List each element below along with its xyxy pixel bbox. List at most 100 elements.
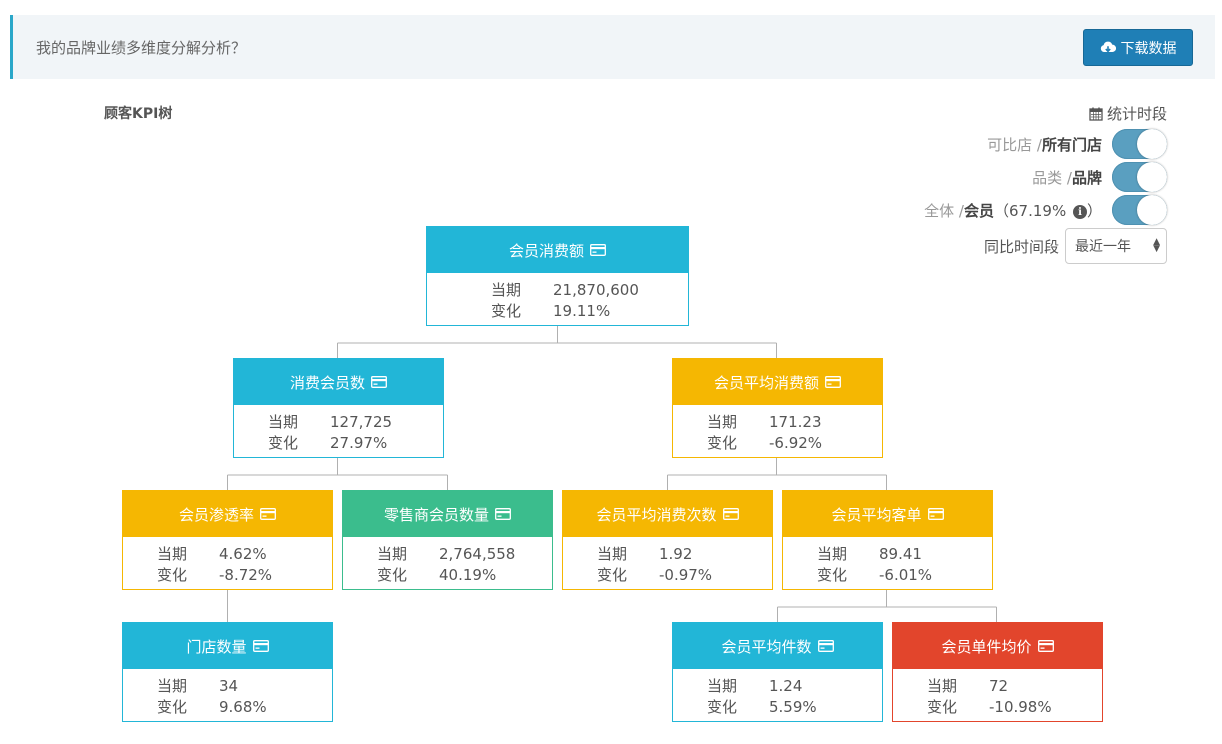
current-label: 当期 bbox=[490, 281, 521, 299]
current-value: 4.62% bbox=[219, 545, 267, 563]
current-label: 当期 bbox=[926, 677, 957, 695]
kpi-node-retailer-members[interactable]: 零售商会员数量 当期 2,764,558 变化 40.19% bbox=[342, 490, 553, 590]
change-value: 19.11% bbox=[553, 302, 611, 320]
change-label: 变化 bbox=[267, 434, 298, 452]
kpi-node-header[interactable]: 会员渗透率 bbox=[123, 491, 332, 537]
change-value: -8.72% bbox=[219, 566, 273, 584]
change-value: 5.59% bbox=[769, 698, 817, 716]
change-label: 变化 bbox=[816, 566, 847, 584]
current-value: 34 bbox=[219, 677, 239, 695]
current-label: 当期 bbox=[267, 413, 298, 431]
credit-card-icon bbox=[252, 640, 269, 652]
dimension-toggle[interactable] bbox=[1112, 162, 1167, 192]
kpi-node-header[interactable]: 会员平均消费额 bbox=[673, 359, 882, 405]
page-question-title: 我的品牌业绩多维度分解分析？ bbox=[36, 39, 247, 57]
current-value: 1.24 bbox=[769, 677, 803, 695]
page-header: 我的品牌业绩多维度分解分析？ 下载数据 bbox=[10, 15, 1215, 79]
kpi-node-header[interactable]: 会员平均件数 bbox=[673, 623, 882, 669]
period-header: 统计时段 bbox=[1089, 103, 1167, 124]
kpi-node-avg-visits[interactable]: 会员平均消费次数 当期 1.92 变化 -0.97% bbox=[562, 490, 773, 590]
change-value: 9.68% bbox=[219, 698, 267, 716]
kpi-node-header[interactable]: 会员单件均价 bbox=[893, 623, 1102, 669]
kpi-node-body: 当期 21,870,600 变化 19.11% bbox=[427, 273, 688, 325]
cloud-download-icon bbox=[1100, 41, 1116, 52]
period-label: 统计时段 bbox=[1106, 105, 1167, 123]
kpi-node-body: 当期 1.92 变化 -0.97% bbox=[563, 537, 772, 589]
current-value: 127,725 bbox=[330, 413, 393, 431]
current-label: 当期 bbox=[816, 545, 847, 563]
kpi-node-title: 门店数量 bbox=[186, 637, 247, 656]
member-scope-toggle-row: 全体 /会员（67.19% i） bbox=[924, 195, 1167, 225]
kpi-node-title: 会员平均消费额 bbox=[713, 373, 819, 392]
kpi-node-title: 会员平均消费次数 bbox=[596, 505, 717, 524]
credit-card-icon bbox=[371, 376, 387, 388]
compare-period-row: 同比时间段 最近一年 ▲ ▼ bbox=[984, 228, 1167, 264]
store-scope-toggle[interactable] bbox=[1112, 129, 1167, 159]
compare-period-select[interactable]: 最近一年 ▲ ▼ bbox=[1065, 228, 1167, 264]
credit-card-icon bbox=[1037, 640, 1054, 652]
kpi-node-avg-item-price[interactable]: 会员单件均价 当期 72 变化 -10.98% bbox=[892, 622, 1103, 722]
compare-period-label: 同比时间段 bbox=[983, 237, 1059, 256]
kpi-node-body: 当期 89.41 变化 -6.01% bbox=[783, 537, 992, 589]
kpi-node-title: 会员平均客单 bbox=[831, 505, 922, 524]
current-value: 1.92 bbox=[659, 545, 693, 563]
kpi-node-penetration[interactable]: 会员渗透率 当期 4.62% 变化 -8.72% bbox=[122, 490, 333, 590]
kpi-tree-title: 顾客KPI树 bbox=[104, 106, 173, 122]
kpi-node-header[interactable]: 消费会员数 bbox=[234, 359, 443, 405]
credit-card-icon bbox=[260, 508, 276, 520]
current-value: 72 bbox=[989, 677, 1009, 695]
toggle-knob bbox=[1137, 162, 1167, 192]
change-value: 27.97% bbox=[330, 434, 388, 452]
kpi-node-avg-items[interactable]: 会员平均件数 当期 1.24 变化 5.59% bbox=[672, 622, 883, 722]
change-label: 变化 bbox=[706, 698, 737, 716]
current-label: 当期 bbox=[596, 545, 627, 563]
current-label: 当期 bbox=[376, 545, 407, 563]
kpi-node-title: 会员渗透率 bbox=[178, 505, 254, 524]
kpi-node-title: 消费会员数 bbox=[289, 373, 365, 392]
kpi-node-body: 当期 4.62% 变化 -8.72% bbox=[123, 537, 332, 589]
credit-card-icon bbox=[927, 508, 944, 520]
change-label: 变化 bbox=[490, 302, 521, 320]
compare-period-value: 最近一年 bbox=[1075, 239, 1131, 255]
kpi-node-header[interactable]: 零售商会员数量 bbox=[343, 491, 552, 537]
change-label: 变化 bbox=[926, 698, 957, 716]
kpi-node-header[interactable]: 会员平均消费次数 bbox=[563, 491, 772, 537]
kpi-node-member-sales[interactable]: 会员消费额 当期 21,870,600 变化 19.11% bbox=[426, 226, 689, 326]
credit-card-icon bbox=[495, 508, 511, 520]
current-label: 当期 bbox=[706, 413, 737, 431]
change-value: 40.19% bbox=[439, 566, 497, 584]
store-scope-toggle-row: 可比店 /所有门店 bbox=[987, 129, 1167, 159]
kpi-node-avg-member-spend[interactable]: 会员平均消费额 当期 171.23 变化 -6.92% bbox=[672, 358, 883, 458]
member-scope-toggle[interactable] bbox=[1112, 195, 1167, 225]
kpi-node-header[interactable]: 门店数量 bbox=[123, 623, 332, 669]
kpi-node-avg-ticket[interactable]: 会员平均客单 当期 89.41 变化 -6.01% bbox=[782, 490, 993, 590]
kpi-node-header[interactable]: 会员平均客单 bbox=[783, 491, 992, 537]
download-data-button[interactable]: 下载数据 bbox=[1083, 29, 1193, 66]
credit-card-icon bbox=[817, 640, 834, 652]
change-label: 变化 bbox=[376, 566, 407, 584]
kpi-node-body: 当期 72 变化 -10.98% bbox=[893, 669, 1102, 721]
change-label: 变化 bbox=[596, 566, 627, 584]
kpi-node-store-count[interactable]: 门店数量 当期 34 变化 9.68% bbox=[122, 622, 333, 722]
current-value: 2,764,558 bbox=[439, 545, 516, 563]
download-button-label: 下载数据 bbox=[1120, 40, 1177, 57]
current-value: 21,870,600 bbox=[553, 281, 639, 299]
kpi-node-header[interactable]: 会员消费额 bbox=[427, 227, 688, 273]
kpi-node-body: 当期 34 变化 9.68% bbox=[123, 669, 332, 721]
credit-card-icon bbox=[590, 244, 606, 256]
select-arrows-icon: ▲ ▼ bbox=[1153, 237, 1160, 254]
kpi-node-body: 当期 2,764,558 变化 40.19% bbox=[343, 537, 552, 589]
info-icon[interactable]: i bbox=[1072, 205, 1087, 219]
current-value: 89.41 bbox=[879, 545, 922, 563]
kpi-node-title: 会员平均件数 bbox=[721, 637, 812, 656]
kpi-node-consuming-members[interactable]: 消费会员数 当期 127,725 变化 27.97% bbox=[233, 358, 444, 458]
kpi-node-title: 零售商会员数量 bbox=[383, 505, 489, 524]
current-value: 171.23 bbox=[769, 413, 822, 431]
current-label: 当期 bbox=[706, 677, 737, 695]
change-value: -6.01% bbox=[879, 566, 933, 584]
change-value: -6.92% bbox=[769, 434, 823, 452]
kpi-node-title: 会员消费额 bbox=[508, 241, 584, 260]
credit-card-icon bbox=[722, 508, 739, 520]
kpi-node-body: 当期 1.24 变化 5.59% bbox=[673, 669, 882, 721]
kpi-node-body: 当期 127,725 变化 27.97% bbox=[234, 405, 443, 457]
